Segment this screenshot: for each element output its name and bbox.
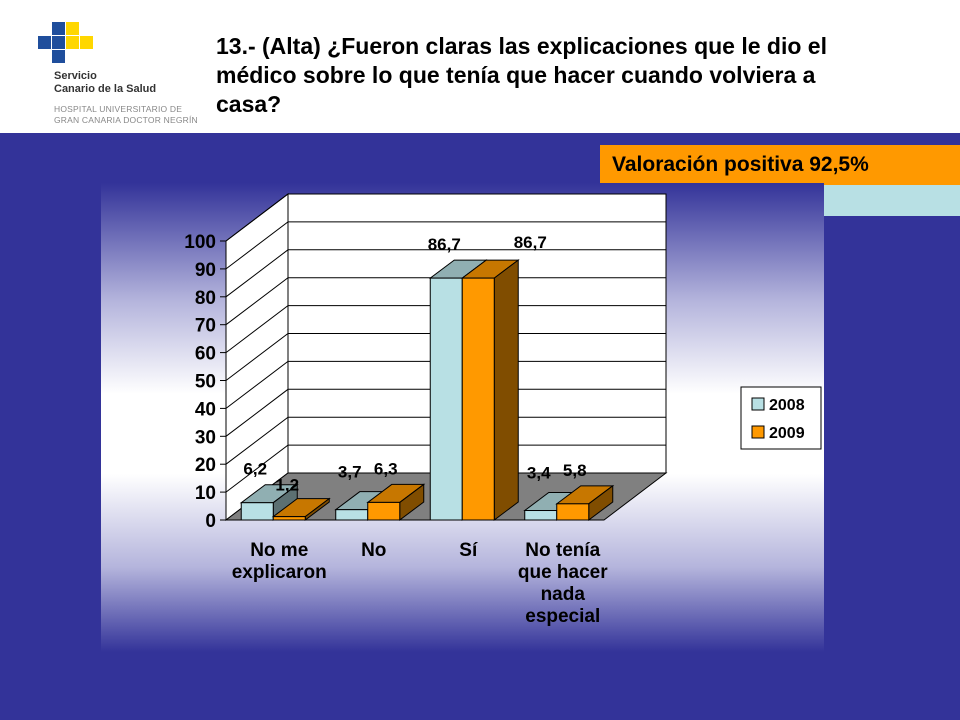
y-tick-label: 100: [184, 232, 216, 253]
hospital-logo: Servicio Canario de la Salud HOSPITAL UN…: [38, 22, 208, 132]
legend-label: 2008: [769, 397, 805, 414]
y-tick-label: 10: [195, 483, 216, 504]
legend-swatch: [751, 397, 765, 411]
bar-2008-0: 6,2: [239, 460, 299, 521]
bar-front: [240, 502, 274, 521]
y-tick-label: 80: [195, 288, 216, 309]
gridline: [225, 305, 666, 353]
bar-2009-2: 86,7: [460, 233, 547, 521]
data-label: 86,7: [514, 233, 547, 252]
legend-box: [740, 386, 822, 450]
data-label: 86,7: [428, 235, 461, 254]
y-tick-label: 40: [195, 399, 216, 420]
gridline: [225, 416, 666, 465]
legend-swatch: [751, 425, 765, 439]
gridline: [225, 193, 666, 242]
y-tick-label: 20: [195, 455, 216, 476]
x-tick-label: No: [361, 540, 386, 561]
bar-front: [367, 501, 401, 521]
bar-chart: 0 10 20 30 40 50 60 70 80 90 100 6,2 3,7 86,7 3,4 1,2 6…: [101, 183, 824, 652]
x-tick-label: que hacer: [518, 562, 608, 583]
chart-legend: 2008 2009: [740, 386, 822, 450]
bar-2009-0: 1,2: [271, 476, 331, 521]
x-tick-label: No tenía: [525, 540, 600, 561]
data-label: 6,3: [374, 459, 398, 478]
data-label: 3,7: [338, 463, 362, 482]
page-title: 13.- (Alta) ¿Fueron claras las explicaci…: [216, 33, 827, 117]
x-tick-label: No me: [250, 540, 308, 561]
gridline: [225, 221, 666, 270]
gridline: [225, 388, 666, 437]
bar-front: [556, 503, 590, 521]
legend-label: 2009: [769, 425, 805, 442]
y-tick-label: 50: [195, 372, 216, 393]
bar-2009-1: 6,3: [366, 459, 426, 521]
y-tick-label: 70: [195, 316, 216, 337]
y-tick-label: 30: [195, 427, 216, 448]
y-tick-label: 90: [195, 260, 216, 281]
gridline: [225, 444, 666, 493]
x-tick-label: Sí: [459, 540, 478, 561]
logo-line-4: GRAN CANARIA DOCTOR NEGRÍN: [54, 115, 198, 125]
bar-2009-3: 5,8: [555, 461, 615, 521]
data-label: 3,4: [527, 464, 551, 483]
bar-front: [272, 516, 306, 521]
positive-rating-2009-badge: Valoración positiva 92,5%: [600, 145, 960, 185]
x-tick-label: nada: [541, 584, 586, 605]
x-tick-label: especial: [525, 606, 600, 627]
bar-front: [429, 277, 463, 521]
chart-svg: 0 10 20 30 40 50 60 70 80 90 100 6,2 3,7 86,7 3,4 1,2 6…: [101, 183, 824, 652]
logo-line-1: Servicio: [54, 70, 97, 82]
header: Servicio Canario de la Salud HOSPITAL UN…: [0, 0, 960, 136]
data-label: 5,8: [563, 461, 587, 480]
logo-line-2: Canario de la Salud: [54, 83, 157, 95]
bar-front: [461, 277, 495, 521]
logo-line-3: HOSPITAL UNIVERSITARIO DE: [54, 104, 183, 114]
gridline: [225, 333, 666, 381]
bar-front: [335, 509, 369, 521]
y-tick-label: 60: [195, 344, 216, 365]
bar-front: [524, 510, 558, 521]
data-label: 1,2: [275, 476, 299, 495]
cross-logo-icon: [38, 22, 93, 63]
data-label: 6,2: [243, 460, 267, 479]
gridline: [225, 360, 666, 409]
x-tick-label: explicaron: [232, 562, 327, 583]
bar-side: [493, 259, 519, 521]
gridline: [225, 277, 666, 326]
y-tick-label: 0: [205, 511, 216, 532]
gridline: [225, 249, 666, 298]
